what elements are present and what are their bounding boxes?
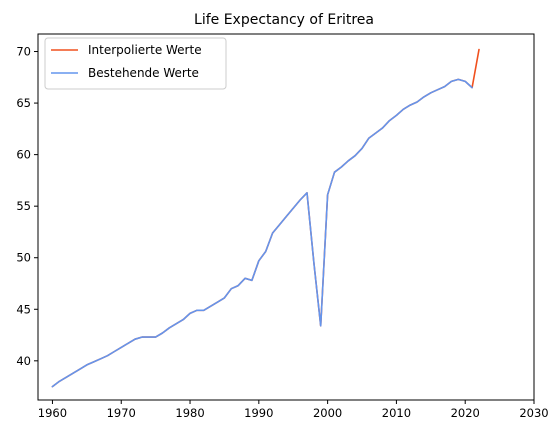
- plot-frame: [37, 33, 535, 401]
- legend: Interpolierte Werte Bestehende Werte: [44, 37, 227, 90]
- series-layer: [51, 48, 480, 388]
- x-tick-label: 1990: [244, 406, 273, 420]
- x-tick-label: 1970: [107, 406, 136, 420]
- x-tick-label: 2010: [382, 406, 411, 420]
- y-tick-label: 50: [16, 251, 31, 265]
- x-tick-label: 1960: [38, 406, 67, 420]
- y-tick-label: 55: [16, 199, 31, 213]
- legend-box: [44, 37, 227, 90]
- x-tick-label: 2020: [451, 406, 480, 420]
- legend-label-1: Interpolierte Werte: [88, 43, 202, 57]
- y-tick-label: 40: [16, 354, 31, 368]
- series-line-2: [51, 78, 473, 388]
- x-tick-label: 2000: [313, 406, 342, 420]
- axes-layer: 1960 1970 1980 1990 2000 2010 2020 2030 40 45 50 55…: [16, 45, 548, 420]
- chart-title: Life Expectancy of Eritrea: [194, 12, 374, 28]
- series-line-1: [51, 48, 480, 388]
- y-tick-label: 60: [16, 148, 31, 162]
- y-tick-label: 65: [16, 96, 31, 110]
- y-tick-label: 45: [16, 302, 31, 316]
- y-tick-label: 70: [16, 45, 31, 59]
- x-tick-label: 2030: [519, 406, 548, 420]
- x-tick-label: 1980: [175, 406, 204, 420]
- legend-label-2: Bestehende Werte: [88, 66, 199, 80]
